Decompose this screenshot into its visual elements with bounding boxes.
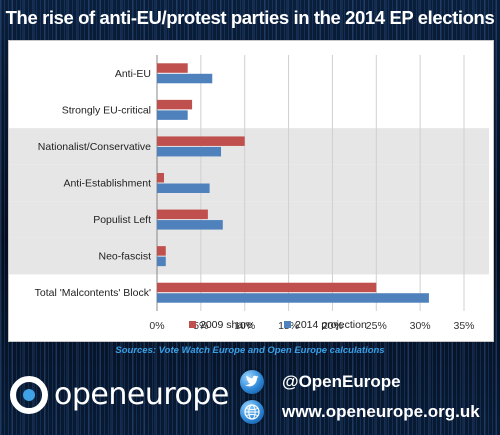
- bar-2009-share: [157, 282, 377, 293]
- website-contact[interactable]: www.openeurope.org.uk: [240, 399, 480, 425]
- bar-2009-share: [157, 209, 208, 220]
- bar-2014-projection: [157, 220, 223, 230]
- x-tick-label: 0%: [149, 320, 164, 332]
- x-tick-label: 25%: [366, 320, 387, 332]
- twitter-bird-icon: [240, 370, 264, 394]
- bar-2014-projection: [157, 256, 166, 267]
- category-label: Total 'Malcontents' Block': [35, 287, 151, 299]
- bar-2014-projection: [157, 110, 188, 120]
- highlight-band: [9, 201, 489, 238]
- legend-swatch: [284, 321, 291, 328]
- bar-2009-share: [157, 99, 193, 110]
- sources-note: Sources: Vote Watch Europe and Open Euro…: [115, 345, 385, 356]
- category-label: Anti-Establishment: [63, 178, 151, 190]
- bar-2009-share: [157, 173, 165, 183]
- twitter-contact[interactable]: @OpenEurope: [240, 369, 401, 395]
- legend-swatch: [189, 321, 196, 328]
- category-label: Anti-EU: [115, 68, 151, 80]
- category-label: Populist Left: [93, 214, 151, 226]
- bar-2014-projection: [157, 183, 210, 193]
- bar-2009-share: [157, 136, 245, 146]
- bar-2014-projection: [157, 146, 222, 157]
- category-label: Nationalist/Conservative: [38, 141, 151, 153]
- website-url[interactable]: www.openeurope.org.uk: [282, 402, 480, 421]
- bar-2014-projection: [157, 293, 429, 303]
- logo-text: openeurope: [54, 377, 229, 412]
- x-tick-label: 35%: [453, 320, 474, 332]
- x-tick-label: 10%: [234, 320, 255, 332]
- highlight-band: [9, 128, 489, 165]
- bar-2009-share: [157, 63, 188, 73]
- twitter-handle[interactable]: @OpenEurope: [282, 372, 401, 391]
- category-label: Neo-fascist: [98, 251, 151, 263]
- globe-icon: [240, 400, 264, 424]
- category-label: Strongly EU-critical: [62, 104, 151, 116]
- open-europe-logo-icon: [10, 376, 48, 414]
- chart-title: The rise of anti-EU/protest parties in t…: [5, 7, 495, 28]
- highlight-band: [9, 164, 489, 202]
- bar-2014-projection: [157, 73, 213, 84]
- x-tick-label: 20%: [322, 320, 343, 332]
- x-tick-label: 5%: [193, 320, 208, 332]
- legend-label: 2009 share: [200, 319, 253, 331]
- x-tick-label: 30%: [410, 320, 431, 332]
- bar-2009-share: [157, 246, 166, 256]
- highlight-band: [9, 237, 489, 275]
- open-europe-logo[interactable]: openeurope: [10, 372, 229, 422]
- legend-label: 2014 projection: [295, 319, 367, 331]
